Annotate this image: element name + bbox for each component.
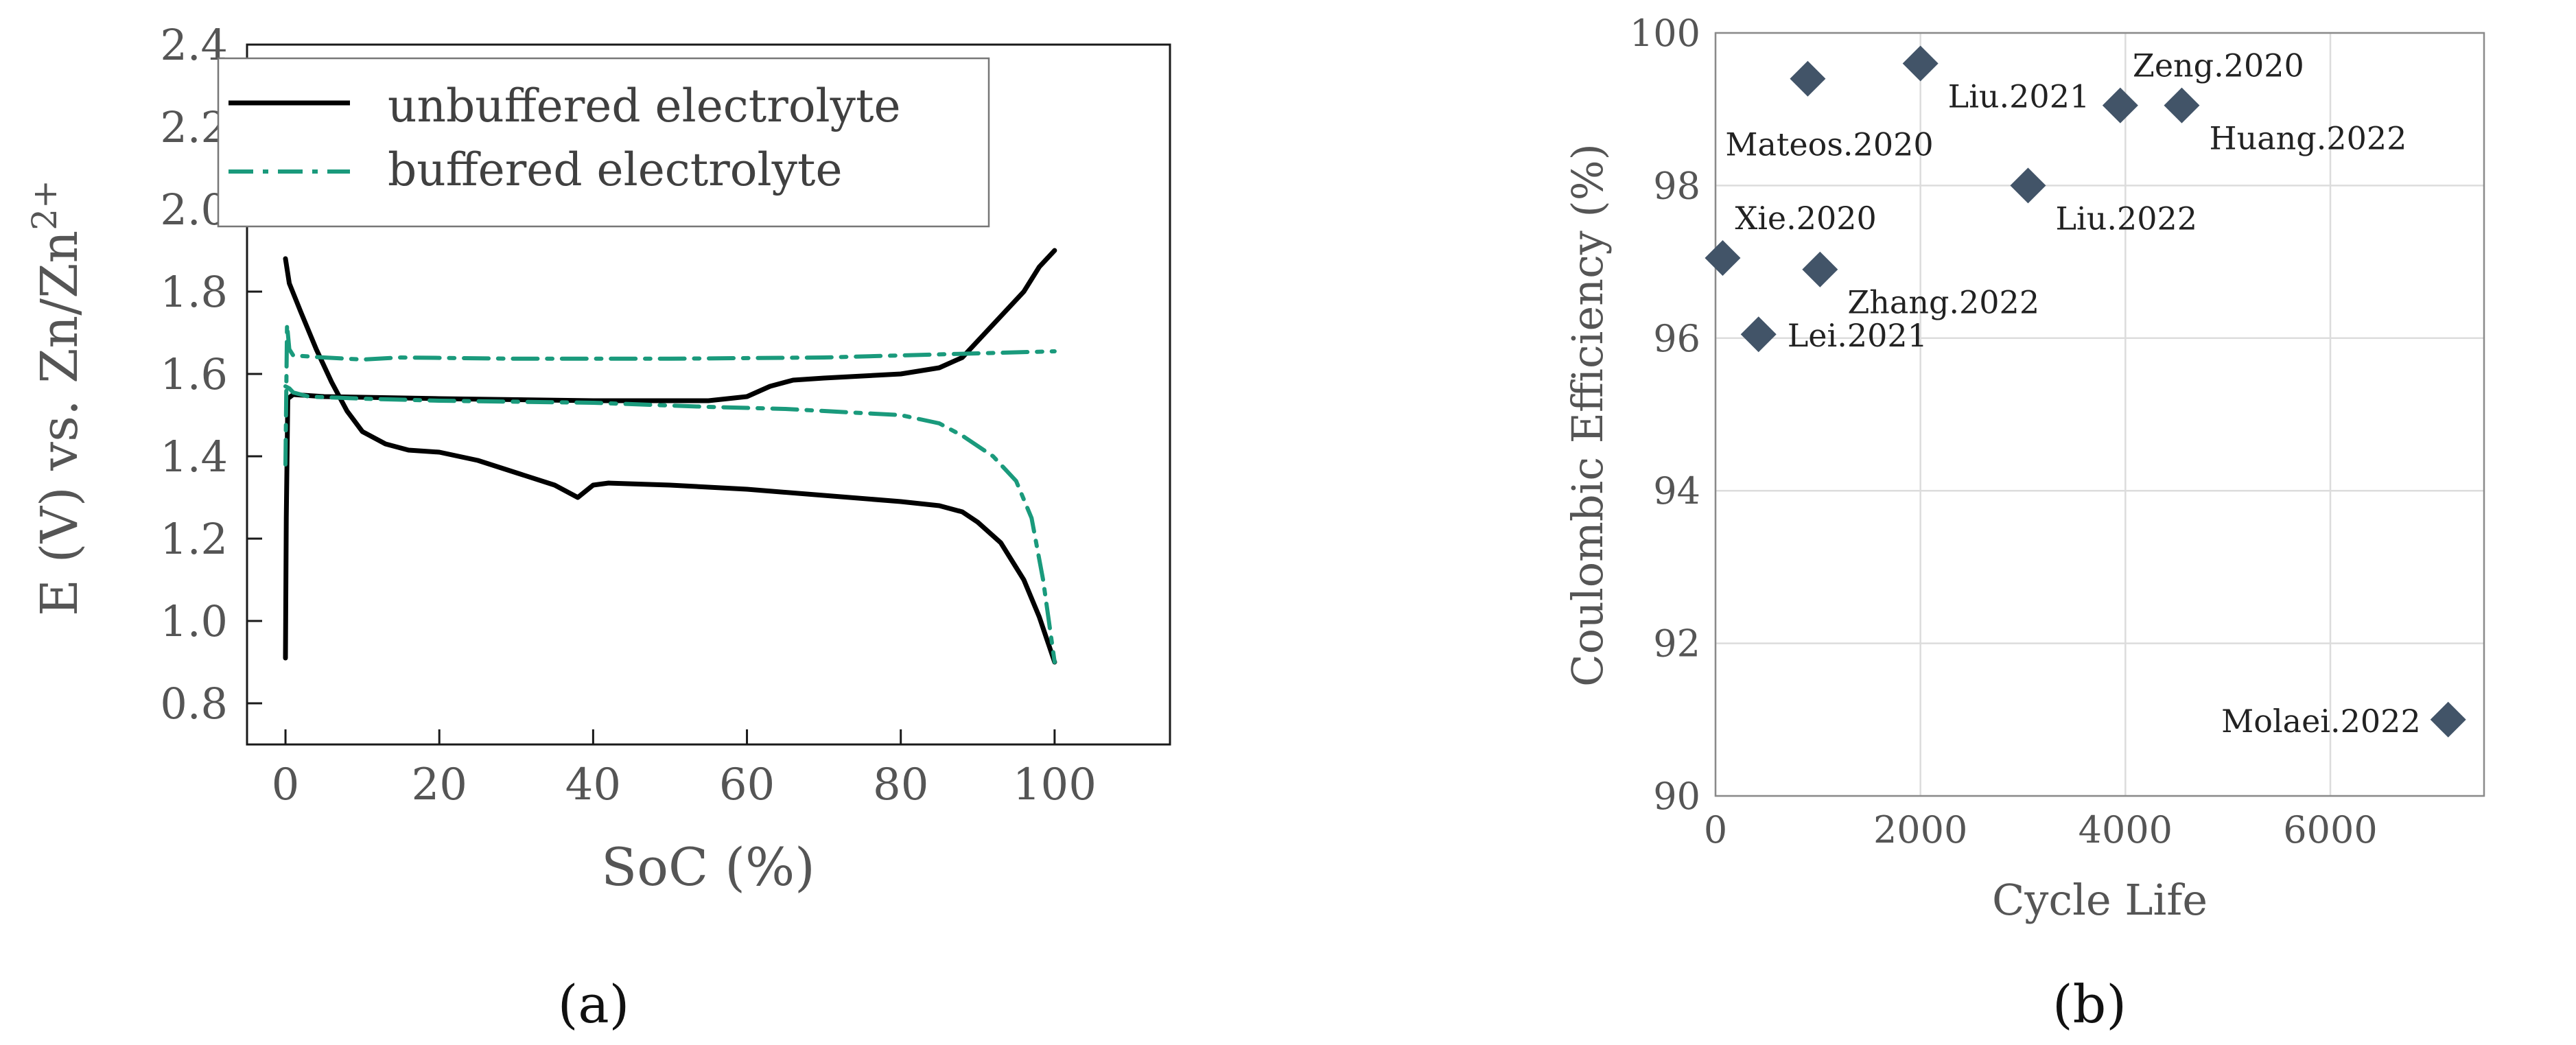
- panel-a-y-axis-label-main: E (V) vs. Zn/Zn: [30, 231, 89, 616]
- panel-a-x-tick-label: 100: [1013, 760, 1097, 810]
- panel-b-point-label: Liu.2022: [2055, 200, 2197, 237]
- legend-box: [217, 57, 990, 228]
- panel-a-y-tick-label: 2.0: [160, 185, 228, 235]
- panel-a-y-tick-label: 1.0: [160, 596, 228, 646]
- panel-b-label: (b): [2052, 974, 2127, 1035]
- panel-b-point-marker: [2164, 87, 2200, 124]
- panel-b-point-marker: [2430, 701, 2466, 738]
- panel-b-point-marker: [1902, 45, 1939, 82]
- panel-b-point-marker: [2102, 87, 2138, 124]
- panel-a-label: (a): [558, 974, 630, 1035]
- panel-a-x-tick-label: 80: [873, 760, 928, 810]
- panel-b-y-tick-label: 98: [1653, 164, 1700, 207]
- panel-b-point-label: Xie.2020: [1735, 200, 1876, 237]
- panel-b-point-marker: [2010, 167, 2046, 204]
- panel-b-point-marker: [1802, 251, 1838, 287]
- panel-b-y-tick-label: 90: [1653, 775, 1700, 818]
- panel-b-point-marker: [1740, 316, 1777, 353]
- panel-a-axes-frame: [246, 43, 1171, 746]
- panel-b-point-label: Lei.2021: [1788, 317, 1928, 354]
- panel-b-scatter-chart: 0 2000 4000 6000 90 92 94 96 98 100 Mateos.2020 Li…: [1562, 12, 2485, 1035]
- panel-a-y-tick-label: 1.4: [160, 432, 228, 482]
- panel-a-series-line-1: [283, 256, 1057, 665]
- panel-a-y-tick-label: 0.8: [160, 679, 228, 729]
- panel-a-y-tick-label: 1.8: [160, 267, 228, 317]
- panel-b-point-label: Huang.2022: [2209, 120, 2407, 157]
- panel-a-y-tick-label: 1.2: [160, 514, 228, 564]
- panel-a-plot-area: 0 20 40 60 80 100 0.8 1.0 1.2 1.4 1.6 1.8 2.0 2.2 2.4: [160, 20, 1171, 810]
- panel-a-y-tick-label: 1.6: [160, 349, 228, 399]
- panel-a-x-tick-label: 60: [719, 760, 775, 810]
- panel-b-point-label: Liu.2021: [1948, 78, 2090, 115]
- panel-a-ticks: 0 20 40 60 80 100 0.8 1.0 1.2 1.4 1.6 1.8 2.0 2.2 2.4: [160, 20, 1097, 810]
- panel-b-y-tick-label: 96: [1653, 317, 1700, 360]
- panel-b-y-axis-label: Coulombic Efficiency (%): [1562, 143, 1613, 687]
- panel-b-point-label: Mateos.2020: [1725, 126, 1933, 163]
- panel-a-x-tick-label: 0: [272, 760, 300, 810]
- panel-b-x-tick-label: 0: [1704, 808, 1727, 852]
- legend-label-unbuffered: unbuffered electrolyte: [388, 80, 901, 132]
- panel-a-x-tick-label: 20: [411, 760, 467, 810]
- panel-a-y-axis-label-superscript: 2+: [25, 180, 65, 231]
- panel-a-line-chart: 0 20 40 60 80 1000.81.01.21.41.61.82.02.22.4 …: [25, 20, 1171, 1035]
- panel-b-x-tick-label: 4000: [2079, 808, 2173, 852]
- panel-b-point-label: Zhang.2022: [1847, 284, 2039, 321]
- panel-b-x-axis-label: Cycle Life: [1992, 875, 2208, 925]
- legend-label-buffered: buffered electrolyte: [388, 143, 843, 196]
- panel-b-y-tick-label: 94: [1653, 469, 1700, 513]
- panel-a-y-tick-label: 2.4: [160, 20, 228, 70]
- panel-b-y-tick-label: 100: [1630, 12, 1700, 55]
- panel-a-x-axis-label: SoC (%): [601, 836, 815, 897]
- panel-a-y-tick-label: 2.2: [160, 102, 228, 152]
- panel-a-y-axis-label: E (V) vs. Zn/Zn2+: [25, 180, 89, 616]
- panel-b-x-tick-label: 2000: [1873, 808, 1967, 852]
- panel-b-point-marker: [1705, 240, 1741, 277]
- panel-b-point-marker: [1790, 60, 1826, 97]
- panel-b-y-tick-label: 92: [1653, 622, 1700, 666]
- panel-b-gridlines: [1714, 32, 2484, 797]
- panel-a-legend: unbuffered electrolyte buffered electrol…: [217, 57, 990, 228]
- panel-b-ticks: 0 2000 4000 6000 90 92 94 96 98 100: [1630, 12, 2378, 852]
- panel-a-x-tick-label: 40: [565, 760, 621, 810]
- panel-b-axes-frame: [1714, 32, 2485, 797]
- panel-a-series-line-3: [283, 384, 1057, 664]
- panel-a-series-line-2: [283, 322, 1057, 467]
- panel-b-x-tick-label: 6000: [2283, 808, 2377, 852]
- panel-a-series-group: [283, 248, 1057, 665]
- panel-b-point-label: Molaei.2022: [2221, 703, 2421, 740]
- panel-b-point-label: Zeng.2020: [2133, 47, 2304, 84]
- panel-b-points: Mateos.2020 Liu.2021 Zeng.2020 Huang.2022 Li…: [1705, 45, 2466, 740]
